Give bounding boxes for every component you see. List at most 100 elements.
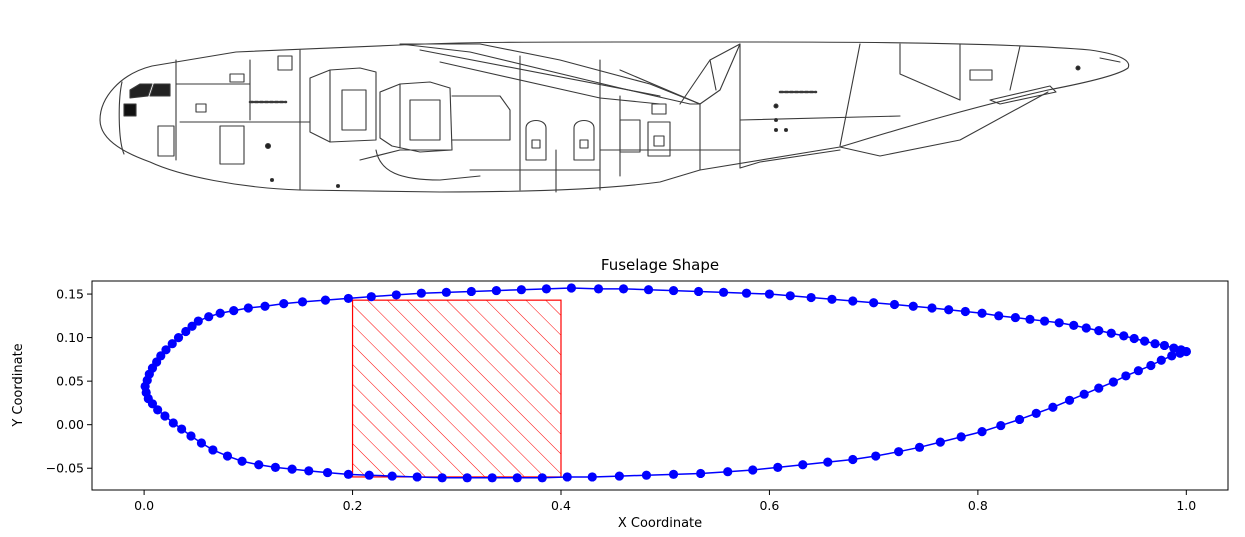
data-point	[1159, 340, 1170, 351]
data-point	[718, 287, 729, 297]
data-point	[1167, 351, 1177, 361]
data-point	[1039, 316, 1050, 326]
data-point	[618, 284, 629, 294]
data-point	[243, 303, 253, 313]
data-point	[908, 301, 918, 311]
data-point	[541, 284, 552, 294]
y-tick-label: 0.00	[56, 417, 84, 432]
data-point	[512, 473, 522, 483]
data-point	[696, 468, 706, 479]
data-point	[304, 466, 314, 476]
data-point	[764, 289, 775, 299]
data-point	[1146, 360, 1156, 371]
data-point	[1031, 408, 1041, 418]
data-point	[1106, 328, 1116, 338]
data-point	[977, 308, 987, 318]
data-point	[260, 301, 270, 311]
data-point	[177, 424, 187, 434]
data-point	[1121, 371, 1131, 381]
data-point	[208, 445, 218, 455]
data-point	[229, 306, 239, 316]
x-tick-label: 0.8	[968, 498, 988, 513]
data-point	[806, 292, 816, 303]
data-point	[1094, 326, 1104, 336]
data-point	[994, 311, 1004, 321]
data-point	[412, 472, 422, 482]
data-point	[279, 299, 289, 309]
data-point	[1081, 323, 1091, 333]
x-tick-label: 0.6	[759, 498, 779, 513]
data-point	[160, 411, 170, 421]
data-point	[161, 345, 171, 355]
data-point	[741, 288, 752, 298]
data-point	[1181, 346, 1191, 357]
plot-area-frame	[91, 280, 1229, 491]
data-point	[587, 472, 597, 482]
data-point	[848, 454, 858, 465]
data-point	[1133, 366, 1143, 376]
data-point	[748, 465, 758, 475]
data-point	[196, 438, 207, 448]
data-point	[168, 418, 178, 428]
data-point	[1079, 389, 1089, 399]
x-axis-label: X Coordinate	[618, 516, 702, 531]
data-point	[1129, 333, 1139, 344]
data-point	[193, 316, 203, 326]
data-point	[827, 294, 837, 304]
data-point	[956, 432, 966, 442]
y-tick-label: 0.05	[56, 374, 84, 389]
data-point	[167, 339, 177, 349]
aircraft-side-view-illustration	[0, 0, 1245, 230]
data-point	[869, 298, 879, 308]
data-point	[516, 285, 526, 295]
data-point	[848, 296, 858, 306]
data-point	[466, 286, 476, 297]
data-point	[320, 295, 331, 305]
data-point	[343, 293, 353, 304]
data-point	[487, 473, 497, 483]
data-point	[889, 299, 900, 310]
data-point	[322, 467, 333, 478]
data-point	[173, 333, 184, 343]
data-point	[927, 303, 937, 313]
y-tick-label: 0.10	[56, 330, 84, 345]
x-tick-label: 0.2	[343, 498, 363, 513]
data-point	[1064, 395, 1075, 405]
data-point	[823, 457, 833, 467]
data-point	[668, 469, 679, 479]
data-point	[391, 290, 401, 300]
data-point	[491, 285, 501, 296]
data-point	[996, 420, 1006, 431]
data-point	[1169, 343, 1179, 353]
data-point	[364, 470, 374, 480]
data-point	[643, 285, 654, 295]
data-point	[894, 447, 904, 457]
data-point	[237, 456, 247, 466]
x-tick-label: 0.0	[134, 498, 154, 513]
data-point	[593, 284, 604, 294]
data-point	[287, 464, 297, 474]
y-axis-label: Y Coordinate	[11, 343, 26, 427]
data-point	[566, 283, 577, 293]
fuselage-outline	[100, 42, 1129, 192]
data-point	[387, 471, 397, 481]
data-point	[270, 462, 281, 472]
data-point	[944, 305, 954, 315]
data-point	[186, 431, 196, 441]
data-point	[773, 462, 783, 472]
data-point	[204, 312, 214, 322]
data-point	[1014, 414, 1025, 425]
highlight-region-layer	[351, 299, 562, 478]
data-point	[693, 286, 704, 297]
chart-title: Fuselage Shape	[601, 256, 719, 274]
data-point	[343, 469, 353, 479]
data-point	[1119, 331, 1129, 341]
data-point	[222, 451, 233, 461]
data-point	[215, 308, 225, 318]
y-axis: −0.05 0.00 0.05 0.10 0.15	[46, 287, 92, 476]
data-point	[871, 451, 881, 461]
data-point	[416, 288, 426, 298]
data-point	[977, 427, 987, 437]
data-point	[723, 467, 733, 477]
fuselage-shape-chart: Fuselage Shape 0.0 0.2 0.4 0.6 0.8 1.0 −0.05 0…	[11, 256, 1229, 531]
